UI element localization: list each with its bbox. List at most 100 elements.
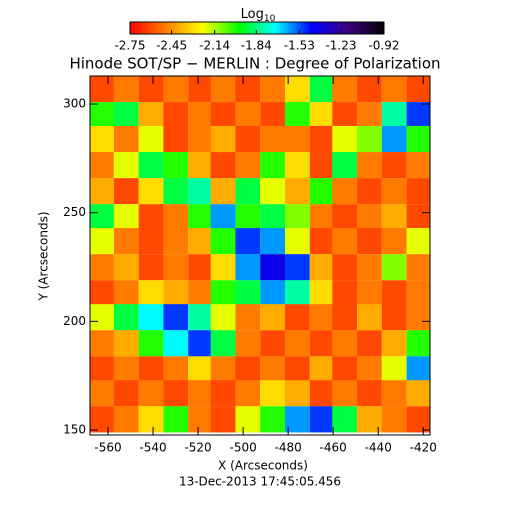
heatmap-cell	[357, 380, 382, 407]
colorbar-label: Log10	[241, 7, 276, 24]
heatmap-cell	[210, 178, 236, 205]
y-tick-label: 300	[63, 97, 86, 111]
heatmap-cell	[113, 76, 139, 103]
heatmap-cell	[260, 152, 286, 179]
heatmap-cell	[260, 406, 286, 433]
heatmap-cell	[260, 125, 286, 153]
heatmap-cell	[163, 102, 189, 129]
heatmap-cell	[210, 254, 236, 281]
heatmap-cell	[138, 304, 164, 331]
heatmap-cell	[381, 380, 407, 407]
heatmap-cell	[235, 204, 261, 231]
heatmap-cell	[332, 356, 358, 383]
heatmap-cell	[381, 152, 407, 179]
heatmap-cell	[210, 102, 236, 129]
heatmap-cell	[113, 125, 139, 153]
plot-frame	[89, 75, 431, 436]
heatmap-cell	[260, 304, 286, 331]
heatmap-cell	[138, 102, 164, 129]
heatmap-cell	[332, 280, 358, 307]
heatmap-cell	[332, 152, 358, 179]
heatmap-cell	[357, 204, 382, 231]
heatmap-cell	[285, 178, 310, 205]
heatmap-cell	[357, 304, 382, 331]
heatmap-cell	[309, 254, 335, 281]
heatmap-cell	[260, 254, 286, 281]
heatmap-cell	[90, 380, 114, 407]
heatmap-cell	[90, 76, 114, 103]
heatmap-cell	[406, 304, 431, 331]
heatmap-cell	[138, 406, 164, 433]
heatmap-cell	[235, 102, 261, 129]
heatmap-cell	[309, 102, 335, 129]
heatmap-cell	[260, 330, 286, 357]
x-tick-label: -480	[275, 441, 302, 455]
heatmap-cell	[285, 356, 310, 383]
heatmap-cell	[90, 406, 114, 433]
heatmap-cell	[381, 304, 407, 331]
heatmap-cell	[210, 280, 236, 307]
heatmap-cell	[285, 280, 310, 307]
heatmap-cell	[285, 406, 310, 433]
heatmap-cell	[406, 330, 431, 357]
colorbar-tick-label: -2.75	[114, 39, 145, 53]
heatmap-cell	[163, 125, 189, 153]
heatmap-cell	[406, 178, 431, 205]
heatmap-cell	[188, 406, 213, 433]
heatmap-cell	[90, 304, 114, 331]
heatmap-cell	[113, 178, 139, 205]
heatmap-cell	[406, 280, 431, 307]
x-tick-label: -500	[229, 441, 256, 455]
heatmap-cell	[163, 356, 189, 383]
heatmap-cell	[188, 102, 213, 129]
heatmap-cell	[138, 125, 164, 153]
heatmap-cell	[406, 152, 431, 179]
heatmap-cell	[285, 125, 310, 153]
heatmap-cell	[163, 76, 189, 103]
heatmap-cell	[381, 178, 407, 205]
heatmap-cell	[285, 76, 310, 103]
heatmap-cell	[285, 254, 310, 281]
heatmap-cell	[260, 204, 286, 231]
heatmap-cell	[113, 254, 139, 281]
heatmap-cell	[309, 280, 335, 307]
colorbar	[129, 21, 385, 35]
colorbar-tick-label: -1.53	[284, 39, 315, 53]
colorbar-tick-label: -1.84	[241, 39, 272, 53]
heatmap-cell	[90, 178, 114, 205]
heatmap-cell	[188, 280, 213, 307]
heatmap-cell	[188, 356, 213, 383]
heatmap-cell	[113, 406, 139, 433]
heatmap-cell	[163, 330, 189, 357]
heatmap-cell	[90, 280, 114, 307]
heatmap-cell	[357, 228, 382, 255]
heatmap-cell	[235, 356, 261, 383]
heatmap-cell	[113, 280, 139, 307]
heatmap-cell	[138, 228, 164, 255]
heatmap-cell	[406, 356, 431, 383]
heatmap-cell	[163, 380, 189, 407]
heatmap-cell	[357, 125, 382, 153]
heatmap-cell	[332, 102, 358, 129]
x-tick-label: -440	[365, 441, 392, 455]
heatmap-cell	[381, 228, 407, 255]
heatmap-cell	[90, 254, 114, 281]
x-tick-label: -460	[320, 441, 347, 455]
heatmap-cell	[260, 228, 286, 255]
heatmap-cell	[381, 280, 407, 307]
heatmap-cell	[332, 125, 358, 153]
heatmap-cell	[113, 228, 139, 255]
heatmap-cell	[381, 125, 407, 153]
x-axis-label: X (Arcseconds)	[218, 459, 308, 473]
heatmap-cell	[90, 125, 114, 153]
heatmap-cell	[357, 280, 382, 307]
heatmap-cell	[406, 406, 431, 433]
heatmap-cell	[235, 330, 261, 357]
heatmap-cell	[285, 152, 310, 179]
heatmap-cell	[235, 178, 261, 205]
heatmap-cell	[188, 125, 213, 153]
heatmap-cell	[309, 125, 335, 153]
heatmap-cell	[138, 380, 164, 407]
heatmap-cell	[357, 330, 382, 357]
